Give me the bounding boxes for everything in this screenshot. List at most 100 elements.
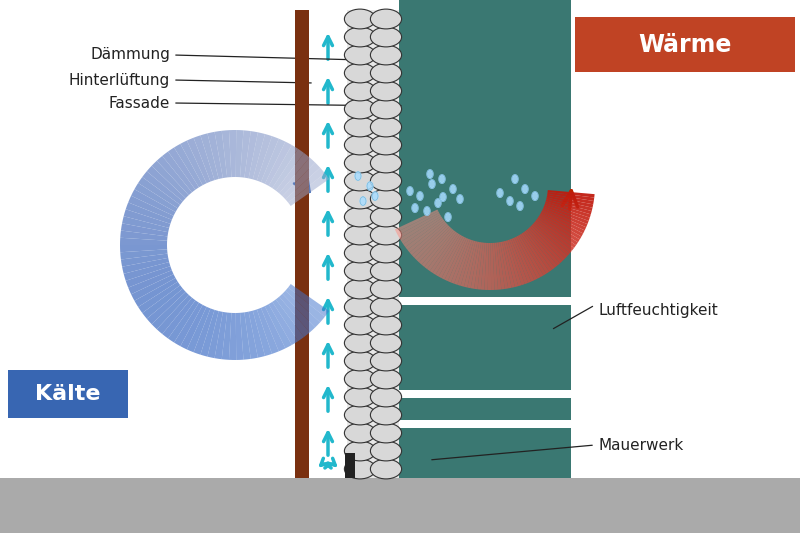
Polygon shape bbox=[253, 134, 272, 181]
Polygon shape bbox=[493, 243, 498, 290]
Polygon shape bbox=[151, 292, 189, 329]
Polygon shape bbox=[507, 197, 513, 205]
Polygon shape bbox=[539, 213, 582, 239]
Polygon shape bbox=[244, 131, 258, 179]
Ellipse shape bbox=[344, 369, 376, 389]
Polygon shape bbox=[261, 139, 286, 184]
Polygon shape bbox=[222, 312, 231, 360]
Polygon shape bbox=[502, 241, 515, 288]
Polygon shape bbox=[470, 242, 481, 289]
Polygon shape bbox=[124, 209, 170, 228]
Ellipse shape bbox=[344, 441, 376, 461]
Polygon shape bbox=[406, 219, 444, 250]
Polygon shape bbox=[120, 245, 167, 252]
Polygon shape bbox=[440, 193, 446, 201]
Polygon shape bbox=[146, 166, 186, 201]
Ellipse shape bbox=[370, 405, 402, 425]
Ellipse shape bbox=[370, 63, 402, 83]
Polygon shape bbox=[276, 297, 310, 337]
Polygon shape bbox=[236, 130, 243, 177]
Polygon shape bbox=[124, 262, 170, 281]
Polygon shape bbox=[512, 175, 518, 183]
Polygon shape bbox=[518, 235, 543, 277]
Polygon shape bbox=[257, 308, 278, 354]
Ellipse shape bbox=[344, 45, 376, 65]
Polygon shape bbox=[506, 240, 522, 286]
Polygon shape bbox=[536, 219, 576, 248]
Polygon shape bbox=[500, 242, 512, 288]
Ellipse shape bbox=[344, 315, 376, 335]
Polygon shape bbox=[534, 221, 572, 253]
Polygon shape bbox=[424, 207, 430, 215]
Ellipse shape bbox=[370, 99, 402, 119]
Polygon shape bbox=[546, 199, 592, 214]
Polygon shape bbox=[121, 254, 168, 266]
Polygon shape bbox=[400, 215, 441, 241]
Polygon shape bbox=[474, 243, 483, 289]
Bar bbox=[399, 0, 571, 390]
Ellipse shape bbox=[370, 351, 402, 371]
Polygon shape bbox=[412, 224, 448, 257]
Polygon shape bbox=[282, 290, 320, 328]
Polygon shape bbox=[229, 130, 236, 177]
Polygon shape bbox=[279, 294, 315, 333]
Polygon shape bbox=[122, 216, 169, 232]
Polygon shape bbox=[288, 284, 330, 317]
Polygon shape bbox=[131, 274, 175, 301]
Polygon shape bbox=[414, 225, 450, 260]
Polygon shape bbox=[542, 208, 586, 230]
Polygon shape bbox=[544, 205, 589, 224]
Text: Fassade: Fassade bbox=[109, 95, 170, 110]
Bar bbox=[399, 390, 571, 398]
Ellipse shape bbox=[344, 423, 376, 443]
Polygon shape bbox=[521, 233, 550, 273]
Ellipse shape bbox=[344, 243, 376, 263]
Text: Hinterlüftung: Hinterlüftung bbox=[69, 72, 170, 87]
Polygon shape bbox=[461, 241, 476, 287]
Polygon shape bbox=[412, 204, 418, 212]
Bar bbox=[0, 478, 800, 533]
Ellipse shape bbox=[344, 261, 376, 281]
Polygon shape bbox=[126, 266, 172, 288]
Polygon shape bbox=[547, 194, 594, 204]
Polygon shape bbox=[529, 227, 562, 263]
Polygon shape bbox=[524, 231, 555, 270]
Polygon shape bbox=[134, 278, 178, 307]
Polygon shape bbox=[126, 203, 172, 224]
Polygon shape bbox=[138, 177, 180, 208]
Polygon shape bbox=[450, 185, 456, 193]
Ellipse shape bbox=[370, 369, 402, 389]
Bar bbox=[295, 10, 309, 478]
Polygon shape bbox=[513, 238, 534, 281]
Bar bbox=[347, 10, 399, 478]
Polygon shape bbox=[547, 192, 594, 201]
Polygon shape bbox=[128, 270, 174, 294]
Ellipse shape bbox=[370, 333, 402, 353]
Polygon shape bbox=[541, 212, 583, 237]
Polygon shape bbox=[286, 287, 325, 322]
Polygon shape bbox=[240, 130, 250, 177]
Polygon shape bbox=[514, 237, 538, 280]
Polygon shape bbox=[526, 229, 558, 268]
Polygon shape bbox=[229, 313, 236, 360]
Polygon shape bbox=[511, 238, 531, 283]
Polygon shape bbox=[244, 312, 258, 359]
Ellipse shape bbox=[344, 405, 376, 425]
Polygon shape bbox=[214, 131, 227, 178]
Polygon shape bbox=[516, 236, 541, 279]
Polygon shape bbox=[417, 192, 423, 200]
Polygon shape bbox=[187, 138, 210, 183]
Polygon shape bbox=[168, 300, 199, 343]
Polygon shape bbox=[279, 158, 315, 196]
Ellipse shape bbox=[370, 207, 402, 227]
Ellipse shape bbox=[370, 261, 402, 281]
Polygon shape bbox=[522, 185, 528, 193]
Polygon shape bbox=[542, 210, 585, 233]
Polygon shape bbox=[457, 195, 463, 203]
Ellipse shape bbox=[344, 459, 376, 479]
Polygon shape bbox=[507, 240, 525, 285]
Polygon shape bbox=[265, 304, 292, 349]
Ellipse shape bbox=[370, 153, 402, 173]
Polygon shape bbox=[122, 258, 169, 274]
Polygon shape bbox=[445, 237, 466, 281]
